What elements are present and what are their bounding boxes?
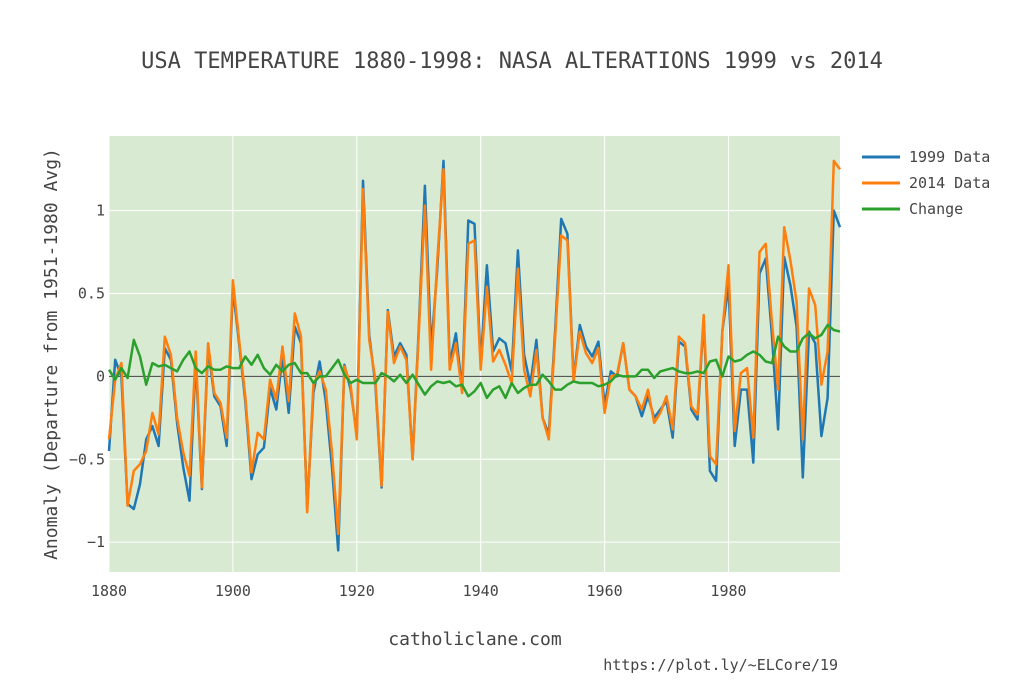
y-axis-ticks: −1 −0.5 0 0.5 1 — [69, 202, 105, 552]
series-line-change — [107, 323, 841, 400]
y-tick-label: −0.5 — [69, 450, 105, 468]
y-tick-label: 1 — [96, 202, 105, 220]
x-tick-label: 1900 — [215, 582, 251, 600]
x-axis-ticks: 1880 1900 1920 1940 1960 1980 — [91, 582, 747, 600]
x-tick-label: 1960 — [587, 582, 623, 600]
legend[interactable]: 1999 Data 2014 Data Change — [862, 148, 990, 218]
legend-label-1999-data[interactable]: 1999 Data — [909, 148, 990, 166]
series-lines — [107, 159, 842, 552]
source-caption: catholiclane.com — [388, 629, 561, 650]
y-tick-label: −1 — [87, 533, 105, 551]
plotly-credit-link[interactable]: https://plot.ly/~ELCore/19 — [603, 656, 838, 674]
y-tick-label: 0 — [96, 367, 105, 385]
x-tick-label: 1980 — [710, 582, 746, 600]
series-line-2014-data — [107, 159, 842, 536]
legend-label-change[interactable]: Change — [909, 200, 963, 218]
legend-label-2014-data[interactable]: 2014 Data — [909, 174, 990, 192]
y-tick-label: 0.5 — [78, 284, 105, 302]
y-axis-title: Anomaly (Departure from 1951-1980 Avg) — [41, 148, 62, 560]
chart-title: USA TEMPERATURE 1880-1998: NASA ALTERATI… — [141, 49, 883, 74]
x-tick-label: 1880 — [91, 582, 127, 600]
grid-lines — [108, 136, 840, 572]
x-tick-label: 1920 — [339, 582, 375, 600]
x-tick-label: 1940 — [463, 582, 499, 600]
